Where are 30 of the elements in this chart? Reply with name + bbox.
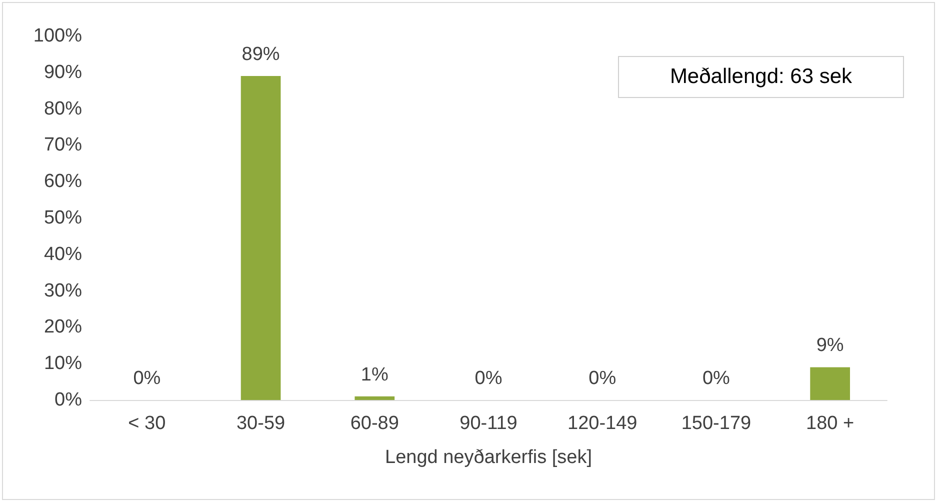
y-tick-label: 0% xyxy=(54,390,82,410)
y-tick-label: 90% xyxy=(44,62,82,83)
data-label: 0% xyxy=(702,368,730,389)
x-tick-label: 180 + xyxy=(806,413,854,434)
data-label: 89% xyxy=(242,44,280,66)
y-tick-label: 80% xyxy=(44,98,82,120)
bar xyxy=(240,76,281,400)
y-tick-label: 50% xyxy=(44,208,82,228)
y-tick-label: 20% xyxy=(44,316,82,338)
x-tick-label: < 30 xyxy=(128,413,166,434)
y-tick-label: 30% xyxy=(44,280,82,302)
x-tick-label: 90-119 xyxy=(460,413,518,434)
y-tick-label: 70% xyxy=(44,134,82,156)
bar xyxy=(810,367,850,400)
y-tick-label: 40% xyxy=(44,244,82,265)
text-box: Meðallengd: 63 sek xyxy=(618,56,904,98)
data-label: 9% xyxy=(816,335,844,356)
y-tick-label: 10% xyxy=(44,353,82,374)
x-tick-label: 150-179 xyxy=(681,413,752,434)
y-tick-label: 60% xyxy=(44,171,82,192)
x-tick-label: 30-59 xyxy=(236,413,286,434)
data-label: 0% xyxy=(474,368,502,389)
y-tick-label: 100% xyxy=(33,26,82,46)
data-label: 0% xyxy=(133,368,161,389)
x-axis-title: Lengd neyðarkerfis [sek] xyxy=(384,447,592,468)
data-label: 0% xyxy=(588,368,616,389)
x-tick-label: 60-89 xyxy=(350,413,399,434)
data-label: 1% xyxy=(360,364,388,386)
bar xyxy=(354,396,395,400)
x-tick-label: 120-149 xyxy=(567,413,638,434)
